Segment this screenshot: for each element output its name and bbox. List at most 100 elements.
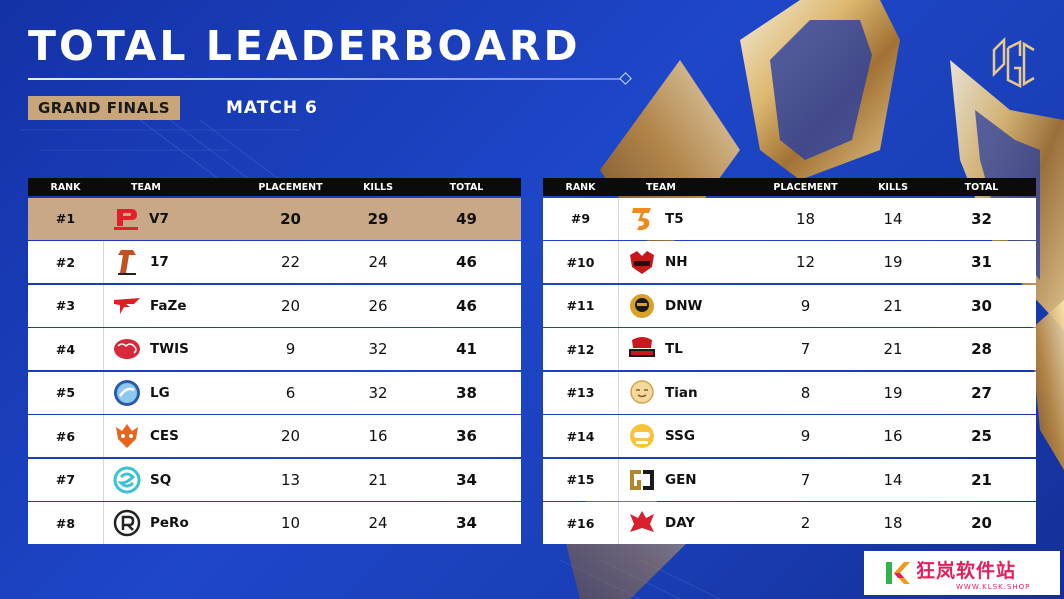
kills-cell: 16 <box>883 427 903 445</box>
twis-logo-icon <box>112 334 142 364</box>
team-name: DNW <box>665 297 703 314</box>
watermark: 狂岚软件站 WWW.KLSK.SHOP <box>864 551 1060 595</box>
team-cell: T5 <box>618 197 758 240</box>
gen-logo-icon <box>627 465 657 495</box>
team-cell: SQ <box>103 458 243 501</box>
rank-cell: #16 <box>566 515 595 531</box>
total-cell: 41 <box>456 340 477 358</box>
rank-cell: #8 <box>55 515 76 531</box>
placement-cell: 20 <box>280 427 301 445</box>
pero-logo-icon <box>112 508 142 538</box>
kills-cell: 24 <box>368 514 388 532</box>
placement-cell: 9 <box>800 296 811 315</box>
team-name: T5 <box>665 210 684 227</box>
kills-cell: 21 <box>883 340 903 358</box>
rank-cell: #13 <box>566 385 595 400</box>
total-cell: 49 <box>456 209 477 228</box>
table-row: #6 CES 20 16 36 <box>28 415 521 457</box>
table-row: #8 PeRo 10 24 34 <box>28 502 521 544</box>
placement-cell: 2 <box>800 514 811 532</box>
tl-logo-icon <box>627 334 657 364</box>
total-cell: 34 <box>456 514 477 532</box>
kills-cell: 19 <box>883 253 903 271</box>
rank-cell: #11 <box>566 298 595 313</box>
rank-cell: #7 <box>55 472 76 487</box>
team-name: TL <box>665 341 683 357</box>
team-cell: GEN <box>618 458 758 501</box>
team-name: 17 <box>150 254 169 270</box>
team-name: V7 <box>149 210 169 227</box>
kills-cell: 29 <box>367 209 389 228</box>
rank-cell: #9 <box>570 211 591 226</box>
nh-logo-icon <box>627 247 657 277</box>
placement-cell: 9 <box>800 427 811 445</box>
col-kills-header: KILLS <box>363 181 393 193</box>
v7-logo-icon <box>111 204 141 234</box>
total-cell: 31 <box>971 253 992 271</box>
pgc-logo-icon <box>992 36 1035 89</box>
table-row: #12 TL 7 21 28 <box>543 328 1036 370</box>
lg-logo-icon <box>112 378 142 408</box>
leaderboard-table-left: RANK TEAM PLACEMENT KILLS TOTAL #1 V7 20… <box>28 178 521 544</box>
ssg-logo-icon <box>627 421 657 451</box>
team-cell: 17 <box>103 241 243 283</box>
kills-cell: 32 <box>368 383 388 402</box>
col-team-header: TEAM <box>646 181 676 193</box>
table-row: #10 NH 12 19 31 <box>543 241 1036 283</box>
team-cell: FaZe <box>103 284 243 327</box>
col-rank-header: RANK <box>565 181 596 193</box>
team-cell: DAY <box>618 502 758 544</box>
col-total-header: TOTAL <box>449 181 484 193</box>
page-title: TOTAL LEADERBOARD <box>28 22 581 70</box>
col-kills-header: KILLS <box>878 181 908 193</box>
placement-cell: 20 <box>280 209 301 228</box>
kills-cell: 14 <box>883 470 903 489</box>
team-cell: V7 <box>103 198 243 240</box>
total-cell: 46 <box>456 253 477 271</box>
placement-cell: 12 <box>795 253 816 271</box>
kills-cell: 32 <box>368 340 388 358</box>
table-row: #13 Tian 8 19 27 <box>543 371 1036 414</box>
team-name: Tian <box>665 384 698 401</box>
rank-cell: #4 <box>55 341 76 357</box>
total-cell: 21 <box>971 470 992 489</box>
placement-cell: 7 <box>800 470 811 489</box>
dnw-logo-icon <box>627 291 657 321</box>
watermark-url: WWW.KLSK.SHOP <box>956 582 1031 591</box>
kills-cell: 19 <box>883 383 903 402</box>
team-cell: SSG <box>618 415 758 457</box>
title-diamond-ornament <box>619 72 632 85</box>
kills-cell: 16 <box>368 427 388 445</box>
team-name: LG <box>150 384 170 401</box>
17gaming-logo-icon <box>112 247 142 277</box>
day-logo-icon <box>627 508 657 538</box>
team-name: PeRo <box>150 515 189 531</box>
total-cell: 28 <box>971 340 992 358</box>
table-header: RANK TEAM PLACEMENT KILLS TOTAL <box>28 178 521 196</box>
placement-cell: 7 <box>800 340 811 358</box>
team-cell: PeRo <box>103 502 243 544</box>
table-row: #9 T5 18 14 32 <box>543 197 1036 240</box>
total-cell: 46 <box>456 296 477 315</box>
team-name: SSG <box>665 428 695 444</box>
col-team-header: TEAM <box>131 181 161 193</box>
table-row: #3 FaZe 20 26 46 <box>28 284 521 327</box>
placement-cell: 13 <box>280 470 301 489</box>
kills-cell: 26 <box>368 296 388 315</box>
team-name: CES <box>150 428 179 444</box>
total-cell: 34 <box>456 470 477 489</box>
total-cell: 32 <box>971 209 992 228</box>
team-name: SQ <box>150 471 172 488</box>
placement-cell: 9 <box>285 340 296 358</box>
table-header: RANK TEAM PLACEMENT KILLS TOTAL <box>543 178 1036 196</box>
faze-logo-icon <box>112 291 142 321</box>
table-row: #15 GEN 7 14 21 <box>543 458 1036 501</box>
rank-cell: #1 <box>55 211 76 226</box>
total-cell: 30 <box>971 296 992 315</box>
total-cell: 20 <box>971 514 992 532</box>
watermark-text: 狂岚软件站 <box>916 559 1017 582</box>
team-name: TWIS <box>150 341 189 357</box>
rank-cell: #6 <box>55 428 76 444</box>
title-underline <box>28 78 628 80</box>
tian-logo-icon <box>627 378 657 408</box>
